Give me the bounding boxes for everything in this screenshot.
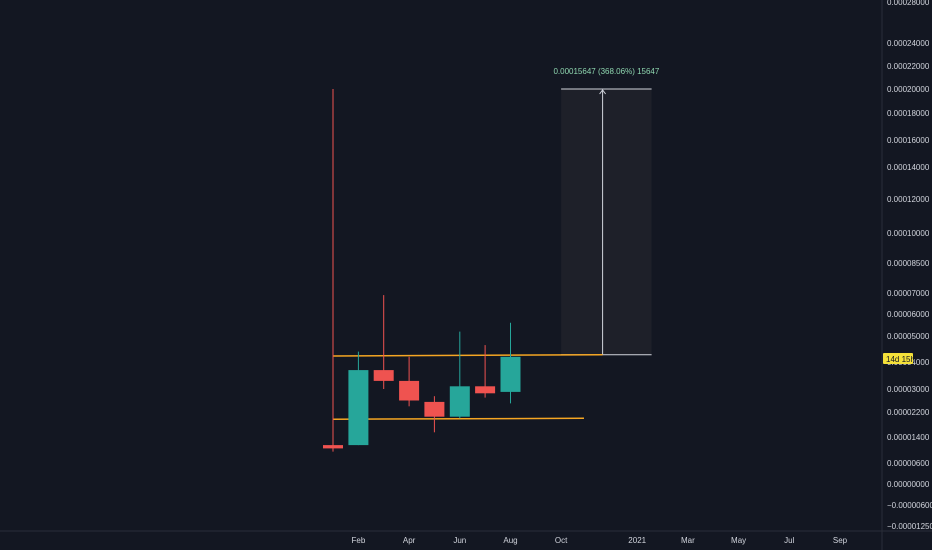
y-tick-label: 0.00002200 [887, 408, 930, 417]
measure-label: 0.00015647 (368.06%) 15647 [553, 67, 659, 76]
time-axis[interactable]: Feb Apr Jun Aug Oct 2021 Mar May Jul Sep [352, 536, 848, 545]
measure-arrow-head [599, 89, 606, 95]
candles [323, 89, 521, 452]
y-tick-label: −0.00001250 [887, 522, 932, 531]
trendline[interactable] [332, 417, 585, 420]
candle [399, 356, 420, 407]
y-tick-label: 0.00001400 [887, 433, 930, 442]
y-tick-label: 0.00016000 [887, 136, 930, 145]
y-tick-label: 0.00000600 [887, 459, 930, 468]
y-tick-label: 0.00024000 [887, 39, 930, 48]
candle-body [449, 386, 470, 417]
measure-tool[interactable]: 0.00015647 (368.06%) 15647 [553, 67, 660, 356]
candle-body [500, 356, 521, 392]
x-tick-label: Jun [453, 536, 466, 545]
x-tick-label: Jul [784, 536, 794, 545]
y-tick-label: 0.00010000 [887, 229, 930, 238]
candle [373, 295, 394, 389]
y-tick-label: −0.00000600 [887, 501, 932, 510]
candle-body [323, 445, 343, 449]
y-tick-label: 0.00020000 [887, 85, 930, 94]
y-tick-label: 0.00022000 [887, 62, 930, 71]
y-tick-label: 0.00008500 [887, 259, 930, 268]
candle [323, 89, 343, 452]
y-tick-label: 0.00005000 [887, 332, 930, 341]
measure-box[interactable] [561, 89, 652, 355]
y-tick-label: 0.00014000 [887, 163, 930, 172]
x-tick-label: Aug [503, 536, 517, 545]
y-tick-label: 0.00028000 [887, 0, 930, 7]
x-tick-label: Sep [833, 536, 848, 545]
candle [475, 345, 496, 398]
y-tick-label: 0.00003000 [887, 385, 930, 394]
countdown-label: 14d 15h [886, 355, 915, 364]
countdown-box [883, 353, 913, 364]
x-tick-label: Oct [555, 536, 568, 545]
y-tick-label: 0.00007000 [887, 289, 930, 298]
x-tick-label: Apr [403, 536, 416, 545]
candle-body [475, 386, 496, 394]
candle [449, 331, 470, 419]
y-tick-label: 0.00006000 [887, 310, 930, 319]
candle-body [399, 380, 420, 401]
countdown-badge: 14d 15h [883, 353, 915, 364]
x-tick-label: Mar [681, 536, 695, 545]
candle [500, 322, 521, 404]
candle-body [424, 401, 445, 417]
y-tick-label: 0.00012000 [887, 195, 930, 204]
price-axis[interactable]: 0.00028000 0.00024000 0.00022000 0.00020000… [887, 0, 932, 531]
candle [348, 351, 369, 446]
y-tick-label: 0.00018000 [887, 109, 930, 118]
candle [424, 396, 445, 433]
x-tick-label: 2021 [628, 536, 646, 545]
trendlines[interactable] [332, 353, 603, 420]
x-tick-label: Feb [352, 536, 366, 545]
x-tick-label: May [731, 536, 746, 545]
trendline[interactable] [332, 353, 603, 357]
y-tick-label: 0.00000000 [887, 480, 930, 489]
candle-body [373, 370, 394, 381]
candle-body [348, 370, 369, 446]
